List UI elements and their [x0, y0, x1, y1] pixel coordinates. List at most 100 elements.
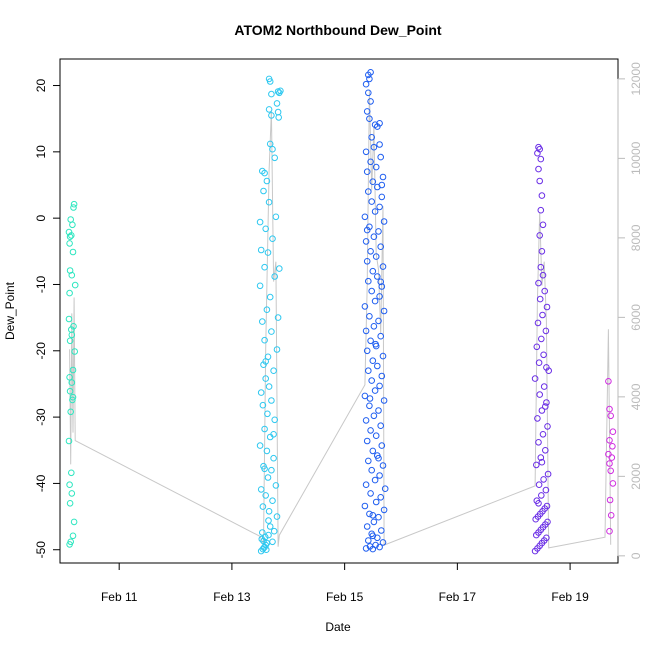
data-point — [265, 383, 273, 390]
data-point — [258, 535, 266, 543]
data-point — [270, 527, 278, 535]
data-point — [533, 343, 541, 351]
data-point — [259, 503, 267, 510]
data-point — [368, 377, 376, 384]
data-point — [375, 228, 382, 235]
data-point — [65, 315, 73, 323]
x-tick-label: Feb 15 — [326, 590, 364, 604]
data-point — [537, 263, 545, 271]
data-point — [71, 281, 79, 289]
data-point — [365, 457, 372, 465]
data-point — [70, 204, 77, 211]
data-point — [378, 372, 386, 380]
secondary-y-tick-label: 8000 — [629, 224, 643, 251]
data-point — [377, 243, 385, 250]
data-point — [606, 460, 613, 467]
data-point — [68, 379, 76, 386]
data-point — [365, 277, 372, 285]
data-point — [375, 317, 382, 325]
data-point — [535, 143, 542, 151]
data-point — [379, 539, 387, 546]
data-point — [367, 158, 374, 166]
points-layer — [65, 69, 617, 555]
secondary-y-axis: 0 2000 4000 6000 8000 10000 12000 — [617, 62, 643, 559]
chart-title: ATOM2 Northbound Dew_Point — [234, 22, 441, 38]
data-point — [537, 454, 545, 461]
data-point — [534, 415, 541, 422]
data-point — [543, 399, 550, 406]
data-point — [273, 100, 281, 107]
data-point — [376, 120, 383, 127]
data-point — [379, 352, 387, 360]
data-point — [69, 396, 76, 404]
y-tick-label: -10 — [34, 275, 48, 293]
data-point — [538, 248, 546, 255]
data-point — [536, 232, 544, 239]
data-point — [544, 423, 551, 430]
data-point — [363, 523, 371, 530]
data-point — [536, 295, 544, 303]
data-point — [605, 378, 612, 385]
data-point — [370, 518, 378, 526]
data-point — [376, 293, 383, 300]
data-point — [272, 213, 280, 221]
data-point — [535, 481, 543, 489]
data-point — [273, 346, 281, 353]
data-point — [375, 513, 382, 521]
data-point — [263, 177, 271, 185]
data-point — [275, 114, 283, 121]
data-point — [544, 518, 551, 526]
data-point — [371, 387, 379, 394]
data-point — [380, 506, 388, 514]
data-point — [378, 193, 386, 201]
data-point — [363, 347, 371, 355]
data-point — [262, 225, 270, 233]
y-tick-label: 20 — [34, 79, 48, 93]
data-point — [271, 273, 279, 280]
data-point — [365, 367, 372, 375]
data-point — [370, 412, 378, 420]
data-point — [538, 192, 546, 199]
data-point — [265, 531, 272, 539]
data-point — [542, 486, 550, 494]
data-point — [363, 168, 371, 175]
data-point — [374, 362, 381, 370]
data-point — [265, 106, 273, 113]
data-point — [381, 485, 389, 493]
data-point — [365, 188, 372, 195]
secondary-trace-layer — [69, 90, 612, 549]
data-point — [543, 502, 551, 510]
data-point — [361, 502, 369, 510]
data-point — [261, 263, 268, 271]
data-point — [262, 492, 270, 499]
data-point — [265, 198, 273, 206]
y-tick-label: -30 — [34, 408, 48, 426]
data-point — [537, 155, 545, 163]
data-point — [607, 467, 615, 475]
data-point — [535, 165, 542, 173]
data-point — [69, 393, 77, 401]
data-point — [379, 462, 387, 469]
data-point — [369, 267, 377, 275]
data-point — [276, 265, 283, 272]
data-point — [269, 235, 276, 242]
data-point — [259, 318, 266, 325]
data-point — [543, 534, 550, 542]
data-point — [266, 523, 274, 530]
data-point — [265, 75, 273, 83]
data-point — [261, 465, 268, 473]
data-point — [366, 313, 373, 320]
data-point — [539, 431, 547, 438]
secondary-y-tick-label: 10000 — [629, 141, 643, 175]
data-point — [378, 181, 386, 189]
series-0 — [65, 200, 79, 548]
data-point — [365, 537, 372, 544]
data-point — [274, 108, 282, 116]
secondary-y-tick-label: 2000 — [629, 463, 643, 490]
data-point — [271, 416, 279, 424]
data-point — [367, 490, 374, 497]
data-point — [368, 134, 376, 141]
data-point — [372, 163, 380, 171]
data-point — [543, 303, 551, 311]
